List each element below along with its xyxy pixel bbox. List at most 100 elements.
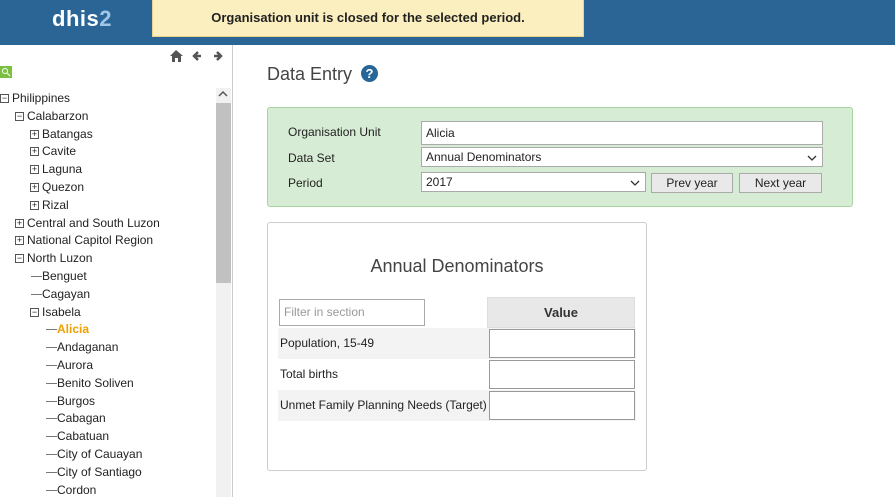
filter-input[interactable]: Filter in section xyxy=(279,299,425,326)
tree-line xyxy=(46,329,57,331)
form-label: Organisation Unit xyxy=(288,125,381,139)
button[interactable]: Next year xyxy=(739,173,822,193)
node-label[interactable]: Benito Soliven xyxy=(57,375,134,390)
back-icon[interactable] xyxy=(192,51,201,61)
node-label[interactable]: Cabagan xyxy=(57,411,106,426)
tree-node[interactable]: City of Santiago xyxy=(0,463,215,481)
forward-icon[interactable] xyxy=(214,51,223,61)
logo-suffix[interactable]: 2 xyxy=(99,6,112,31)
tree-node[interactable]: + Batangas xyxy=(0,125,215,143)
row-label: Total births xyxy=(280,367,339,381)
node-label[interactable]: Andaganan xyxy=(57,340,119,355)
node-label[interactable]: City of Cauayan xyxy=(57,447,143,461)
expander[interactable]: − xyxy=(0,93,9,103)
chevron[interactable] xyxy=(630,179,640,187)
logo-text[interactable]: dhis xyxy=(52,6,100,31)
node-label[interactable]: Cabatuan xyxy=(57,429,110,444)
node-label[interactable]: Cavite xyxy=(42,144,77,159)
tree-node[interactable]: + Laguna xyxy=(0,160,215,178)
tree-node[interactable]: Cabagan xyxy=(0,409,215,427)
expander[interactable]: − xyxy=(15,253,24,264)
node-label[interactable]: Calabarzon xyxy=(27,108,89,123)
value-input[interactable] xyxy=(489,329,635,358)
tree-node[interactable]: Benito Soliven xyxy=(0,374,215,392)
logo[interactable]: dhis2 xyxy=(52,6,112,32)
node-label[interactable]: Cagayan xyxy=(42,286,91,301)
node-label[interactable]: Laguna xyxy=(42,162,83,177)
tree-node[interactable]: + Central and South Luzon xyxy=(0,214,215,232)
tree-node[interactable]: − Calabarzon xyxy=(0,107,215,125)
notification: Organisation unit is closed for the sele… xyxy=(152,0,584,37)
page-title: Data Entry ? xyxy=(267,64,379,85)
node-label[interactable]: City of Santiago xyxy=(57,464,142,479)
node-label[interactable]: Cordon xyxy=(57,482,97,497)
tree-node[interactable]: − Philippines xyxy=(0,89,215,107)
node-label[interactable]: Rizal xyxy=(42,197,69,212)
title-text: Data Entry xyxy=(267,64,353,84)
expander[interactable]: + xyxy=(30,146,39,157)
node-label[interactable]: Benguet xyxy=(42,269,87,283)
expander[interactable]: + xyxy=(30,199,39,210)
search-icon[interactable] xyxy=(0,66,12,78)
tree-node[interactable]: + Rizal xyxy=(0,196,215,214)
help-icon[interactable]: ? xyxy=(361,65,379,82)
tree-node[interactable]: Aurora xyxy=(0,356,215,374)
home-icon[interactable] xyxy=(170,50,183,62)
scroll-up[interactable] xyxy=(218,90,228,98)
expander[interactable]: − xyxy=(30,306,39,317)
tree-node[interactable]: + Quezon xyxy=(0,178,215,196)
section-box xyxy=(267,222,647,471)
data-row: Total births xyxy=(278,359,636,390)
value-input[interactable] xyxy=(489,391,635,420)
tree-node[interactable]: Cagayan xyxy=(0,285,215,303)
tree-line xyxy=(46,400,57,402)
expander[interactable]: + xyxy=(30,182,39,192)
button[interactable]: Prev year xyxy=(651,173,733,193)
node-label[interactable]: National Capitol Region xyxy=(27,233,154,248)
svg-text:?: ? xyxy=(366,66,374,81)
tree-node[interactable]: + National Capitol Region xyxy=(0,231,215,249)
node-label[interactable]: Isabela xyxy=(42,304,81,319)
tree-node[interactable]: Alicia xyxy=(0,320,215,338)
text-input[interactable]: Alicia xyxy=(421,121,823,145)
tree-line xyxy=(46,347,57,349)
node-label[interactable]: Philippines xyxy=(12,91,71,105)
tree-node[interactable]: Andaganan xyxy=(0,338,215,356)
scroll-thumb[interactable] xyxy=(216,103,231,283)
tree-node[interactable]: − Isabela xyxy=(0,303,215,321)
nav-icons[interactable] xyxy=(170,48,230,64)
tree-line xyxy=(46,454,57,455)
node-label[interactable]: Burgos xyxy=(57,393,96,408)
tree-node[interactable]: Cabatuan xyxy=(0,427,215,445)
node-label[interactable]: Quezon xyxy=(42,180,85,194)
node-label[interactable]: Alicia xyxy=(57,322,90,337)
tree-node[interactable]: Burgos xyxy=(0,392,215,410)
row-label: Population, 15-49 xyxy=(280,336,375,350)
select-input[interactable]: Annual Denominators xyxy=(421,147,823,167)
column-header: Value xyxy=(487,297,635,328)
value-input[interactable] xyxy=(489,360,635,389)
expander[interactable]: + xyxy=(30,164,39,175)
tree-node[interactable]: Benguet xyxy=(0,267,215,285)
tree-line xyxy=(46,436,57,438)
tree-line xyxy=(46,418,57,420)
expander[interactable]: + xyxy=(15,217,24,228)
expander[interactable]: + xyxy=(30,128,39,139)
tree-node[interactable]: City of Cauayan xyxy=(0,445,215,463)
tree-line xyxy=(46,489,57,491)
tree-node[interactable]: − North Luzon xyxy=(0,249,215,267)
node-label[interactable]: North Luzon xyxy=(27,251,93,266)
tree-line xyxy=(46,365,57,366)
tree-node[interactable]: Cordon xyxy=(0,481,215,499)
tree-line xyxy=(31,293,42,295)
node-label[interactable]: Batangas xyxy=(42,126,93,141)
node-label[interactable]: Central and South Luzon xyxy=(27,215,160,230)
tree-node[interactable]: + Cavite xyxy=(0,142,215,160)
node-label[interactable]: Aurora xyxy=(57,358,94,372)
chevron[interactable] xyxy=(807,154,817,162)
expander[interactable]: + xyxy=(15,235,24,246)
expander[interactable]: − xyxy=(15,110,24,121)
select-input[interactable]: 2017 xyxy=(421,172,646,192)
tree-line xyxy=(46,471,57,473)
